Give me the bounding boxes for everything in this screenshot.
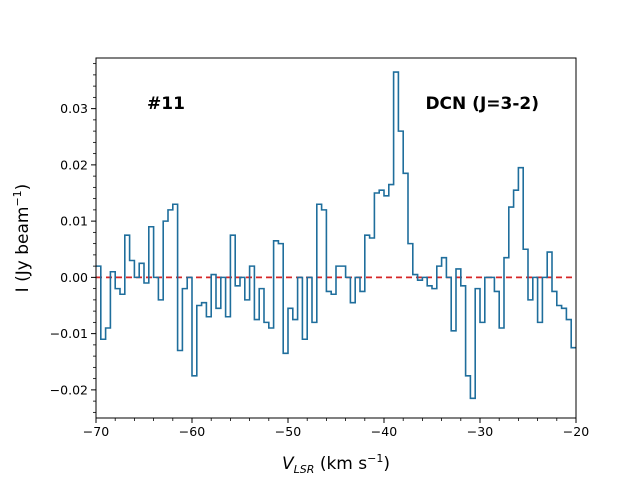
- x-axis-label: VLSR (km s−1): [282, 452, 390, 476]
- y-tick-label: −0.01: [50, 326, 88, 341]
- y-tick-label: 0.03: [60, 101, 88, 116]
- x-tick-label: −40: [371, 424, 397, 439]
- y-tick-label: −0.02: [50, 382, 88, 397]
- plot-frame: [95, 57, 577, 419]
- x-tick-label: −20: [563, 424, 589, 439]
- annotation-line-name: DCN (J=3-2): [425, 94, 539, 114]
- y-axis-label: I (Jy beam−1): [11, 184, 33, 293]
- y-tick-label: 0.02: [60, 157, 88, 172]
- x-tick-label: −60: [179, 424, 205, 439]
- y-tick-label: 0.00: [60, 270, 88, 285]
- x-tick-label: −50: [275, 424, 301, 439]
- data-layer: [96, 71, 576, 400]
- plot-area: [96, 58, 576, 418]
- x-tick-label: −30: [467, 424, 493, 439]
- y-tick-label: 0.01: [60, 214, 88, 229]
- annotation-region-id: #11: [147, 94, 185, 114]
- spectrum-step-line: [96, 71, 576, 400]
- axis-ticks: −70 −60 −50 −40 −30 −20 −0.02 −0.01 0.00 0.01 0.02…: [50, 63, 589, 439]
- x-tick-label: −70: [83, 424, 109, 439]
